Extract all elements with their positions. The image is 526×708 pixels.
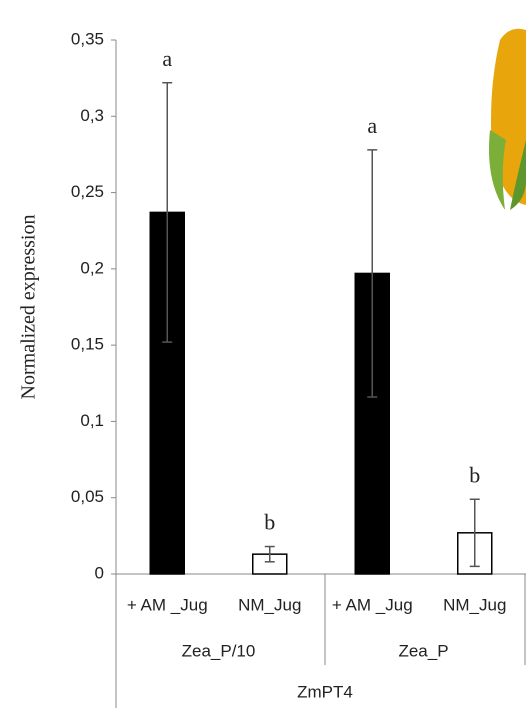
y-tick-label: 0,25 bbox=[71, 182, 104, 201]
y-tick-label: 0,35 bbox=[71, 29, 104, 48]
x-tick-label: NM_Jug bbox=[238, 595, 301, 614]
supergroup-label: ZmPT4 bbox=[297, 682, 353, 701]
significance-letter: a bbox=[367, 113, 377, 138]
x-tick-label: NM_Jug bbox=[443, 595, 506, 614]
x-tick-label: + AM _Jug bbox=[127, 595, 208, 614]
x-tick-label: + AM _Jug bbox=[332, 595, 413, 614]
y-tick-label: 0,15 bbox=[71, 335, 104, 354]
significance-letter: a bbox=[162, 46, 172, 71]
y-axis-label: Normalized expression bbox=[18, 215, 40, 400]
y-tick-label: 0,2 bbox=[80, 258, 104, 277]
group-label: Zea_P bbox=[398, 641, 448, 660]
y-tick-label: 0,1 bbox=[80, 411, 104, 430]
group-label: Zea_P/10 bbox=[182, 641, 256, 660]
corn-icon bbox=[489, 28, 526, 210]
y-tick-label: 0,3 bbox=[80, 106, 104, 125]
y-tick-label: 0 bbox=[95, 563, 104, 582]
significance-letter: b bbox=[469, 462, 480, 487]
significance-letter: b bbox=[264, 510, 275, 535]
bar bbox=[149, 211, 185, 575]
y-tick-label: 0,05 bbox=[71, 487, 104, 506]
